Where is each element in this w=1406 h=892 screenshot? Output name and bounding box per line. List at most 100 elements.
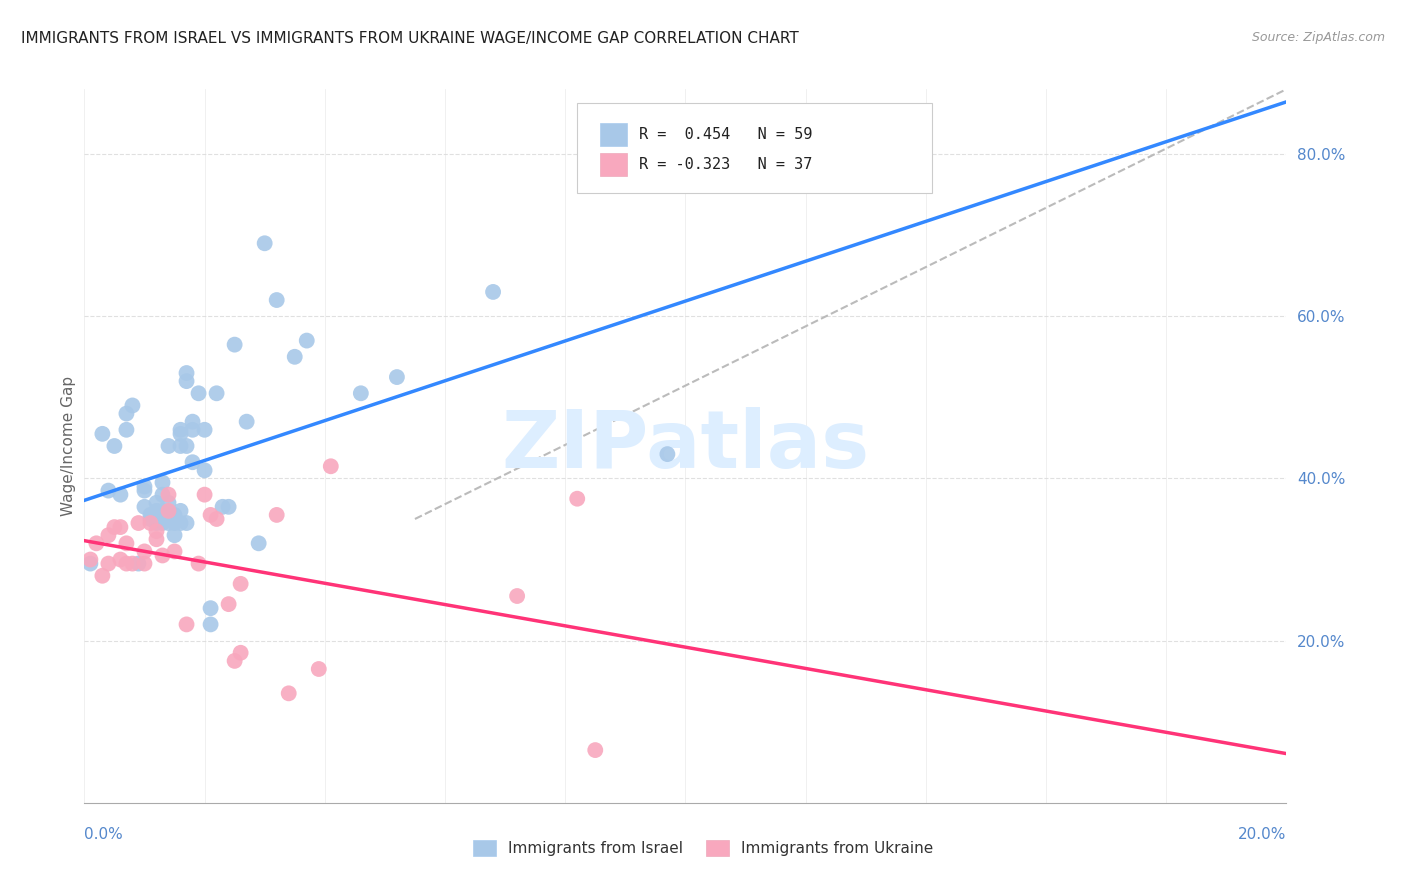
Point bbox=[284, 350, 307, 364]
Point bbox=[115, 423, 138, 437]
Point bbox=[266, 508, 288, 522]
Point bbox=[176, 516, 198, 530]
Point bbox=[169, 439, 191, 453]
Point bbox=[103, 439, 125, 453]
Point bbox=[229, 646, 252, 660]
Point bbox=[169, 423, 191, 437]
Point bbox=[385, 370, 408, 384]
Point bbox=[157, 508, 180, 522]
Point bbox=[145, 516, 167, 530]
Point bbox=[200, 617, 222, 632]
Point bbox=[152, 504, 174, 518]
Point bbox=[181, 455, 204, 469]
Point bbox=[134, 500, 156, 514]
Point bbox=[176, 374, 198, 388]
Point bbox=[127, 557, 149, 571]
Point bbox=[224, 337, 246, 351]
Point bbox=[97, 557, 120, 571]
Point bbox=[152, 549, 174, 563]
Point bbox=[163, 508, 186, 522]
FancyBboxPatch shape bbox=[578, 103, 932, 193]
Point bbox=[235, 415, 257, 429]
Point bbox=[157, 496, 180, 510]
Point bbox=[145, 533, 167, 547]
Point bbox=[218, 597, 240, 611]
Text: R = -0.323   N = 37: R = -0.323 N = 37 bbox=[638, 157, 811, 171]
Point bbox=[169, 516, 191, 530]
Point bbox=[121, 557, 143, 571]
FancyBboxPatch shape bbox=[600, 153, 627, 176]
Point bbox=[79, 557, 101, 571]
Point bbox=[157, 488, 180, 502]
Point bbox=[103, 520, 125, 534]
Point bbox=[211, 500, 233, 514]
Point bbox=[218, 500, 240, 514]
Point bbox=[97, 483, 120, 498]
Point bbox=[115, 557, 138, 571]
Point bbox=[139, 512, 162, 526]
Point bbox=[506, 589, 529, 603]
Text: Source: ZipAtlas.com: Source: ZipAtlas.com bbox=[1251, 31, 1385, 45]
Point bbox=[187, 386, 209, 401]
Point bbox=[127, 516, 149, 530]
Point bbox=[194, 463, 217, 477]
Point bbox=[200, 601, 222, 615]
Point bbox=[205, 512, 228, 526]
Point bbox=[121, 399, 143, 413]
Point bbox=[187, 557, 209, 571]
Point bbox=[176, 439, 198, 453]
Text: IMMIGRANTS FROM ISRAEL VS IMMIGRANTS FROM UKRAINE WAGE/INCOME GAP CORRELATION CH: IMMIGRANTS FROM ISRAEL VS IMMIGRANTS FRO… bbox=[21, 31, 799, 46]
Point bbox=[308, 662, 330, 676]
Point bbox=[115, 407, 138, 421]
Point bbox=[145, 524, 167, 538]
Point bbox=[266, 293, 288, 307]
Point bbox=[319, 459, 342, 474]
Point bbox=[91, 426, 114, 441]
Point bbox=[583, 743, 606, 757]
Y-axis label: Wage/Income Gap: Wage/Income Gap bbox=[60, 376, 76, 516]
Point bbox=[152, 475, 174, 490]
Point bbox=[139, 508, 162, 522]
Point bbox=[169, 504, 191, 518]
Point bbox=[567, 491, 589, 506]
Point bbox=[163, 544, 186, 558]
Point bbox=[163, 516, 186, 530]
Point bbox=[145, 496, 167, 510]
Point bbox=[657, 447, 679, 461]
Point bbox=[97, 528, 120, 542]
Legend: Immigrants from Israel, Immigrants from Ukraine: Immigrants from Israel, Immigrants from … bbox=[467, 834, 939, 862]
Point bbox=[110, 488, 132, 502]
Point bbox=[277, 686, 299, 700]
Point bbox=[134, 557, 156, 571]
Point bbox=[79, 552, 101, 566]
Point bbox=[139, 516, 162, 530]
Point bbox=[152, 488, 174, 502]
FancyBboxPatch shape bbox=[600, 123, 627, 145]
Point bbox=[134, 479, 156, 493]
Point bbox=[115, 536, 138, 550]
Point bbox=[86, 536, 108, 550]
Point bbox=[181, 423, 204, 437]
Point bbox=[176, 366, 198, 380]
Point bbox=[163, 528, 186, 542]
Point bbox=[200, 508, 222, 522]
Text: 0.0%: 0.0% bbox=[84, 827, 124, 841]
Point bbox=[110, 552, 132, 566]
Point bbox=[194, 488, 217, 502]
Point bbox=[157, 504, 180, 518]
Text: ZIPatlas: ZIPatlas bbox=[502, 407, 869, 485]
Point bbox=[145, 504, 167, 518]
Point bbox=[176, 617, 198, 632]
Point bbox=[295, 334, 318, 348]
Point bbox=[224, 654, 246, 668]
Point bbox=[205, 386, 228, 401]
Point bbox=[152, 516, 174, 530]
Point bbox=[134, 483, 156, 498]
Point bbox=[194, 423, 217, 437]
Point bbox=[110, 520, 132, 534]
Point bbox=[350, 386, 373, 401]
Text: R =  0.454   N = 59: R = 0.454 N = 59 bbox=[638, 127, 811, 142]
Point bbox=[247, 536, 270, 550]
Point bbox=[157, 439, 180, 453]
Point bbox=[181, 415, 204, 429]
